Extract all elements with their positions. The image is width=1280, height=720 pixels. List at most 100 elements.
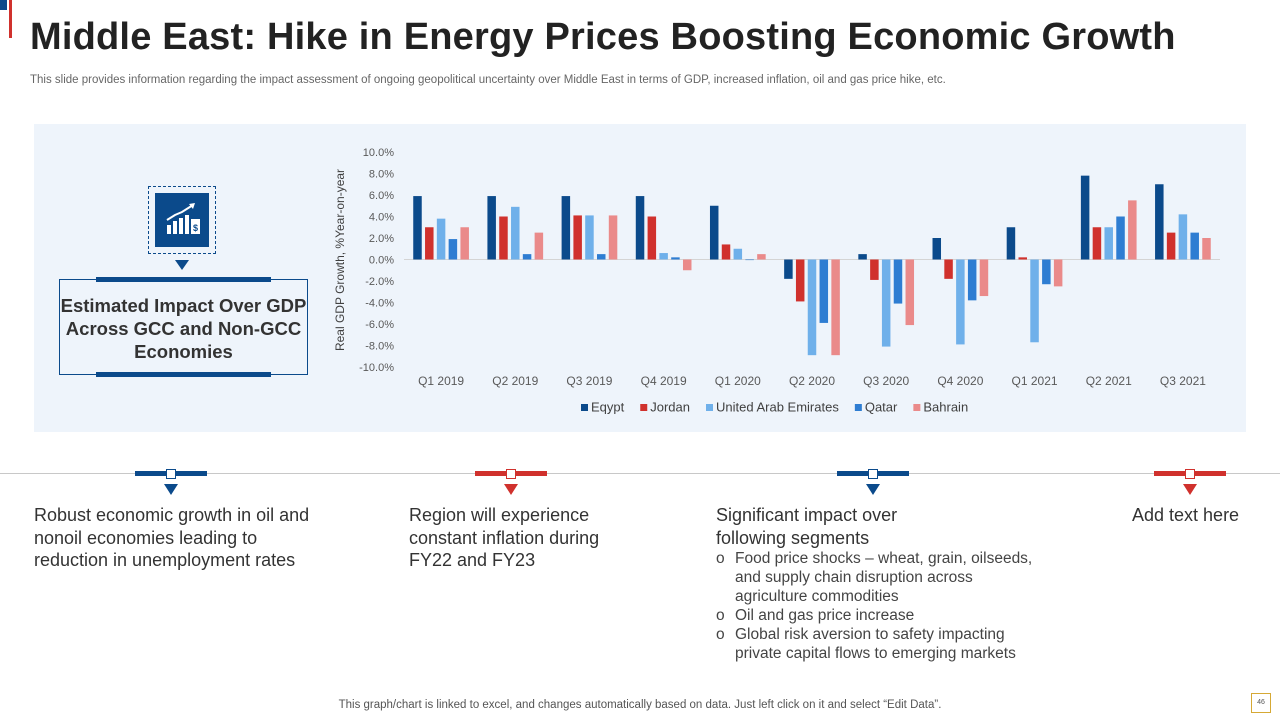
bar-eqypt: [635, 196, 645, 260]
y-tick-label: 4.0%: [369, 212, 394, 224]
bar-qatar: [893, 259, 903, 304]
y-tick-label: 2.0%: [369, 233, 394, 245]
legend-swatch: [854, 404, 862, 411]
legend-label: Jordan: [650, 400, 690, 415]
y-tick-label: -8.0%: [365, 341, 394, 353]
gdp-growth-chart: 10.0% 8.0% 6.0% 4.0% 2.0% 0.0% -2.0% -4.0% -6.0%…: [333, 147, 1220, 415]
x-tick-label: Q4 2020: [937, 374, 983, 388]
bar-eqypt: [709, 205, 719, 260]
bar-bahrain: [757, 254, 766, 260]
impact-label: Estimated Impact Over GDP Across GCC and…: [60, 295, 307, 362]
bar-united-arab-emirates: [956, 259, 965, 345]
x-tick-label: Q3 2020: [863, 374, 909, 388]
y-tick-label: 8.0%: [369, 169, 394, 181]
bar-united-arab-emirates: [1030, 259, 1039, 343]
footer-note: This graph/chart is linked to excel, and…: [338, 699, 942, 711]
bar-eqypt: [413, 196, 422, 260]
legend-swatch: [640, 404, 648, 411]
bar-qatar: [1116, 216, 1125, 260]
bar-qatar: [819, 259, 829, 323]
bar-bahrain: [831, 259, 840, 356]
bar-united-arab-emirates: [659, 253, 668, 260]
bar-jordan: [499, 216, 508, 260]
x-tick-label: Q1 2021: [1012, 374, 1058, 388]
column-1-text: Robust economic growth in oil and nonoil…: [34, 505, 310, 570]
legend-label: Eqypt: [591, 400, 625, 415]
bar-bahrain: [1202, 238, 1211, 260]
bullet-item: Global risk aversion to safety impacting…: [716, 625, 1036, 663]
bar-jordan: [1018, 257, 1027, 260]
bar-eqypt: [1155, 184, 1164, 260]
bar-bahrain: [682, 259, 692, 271]
bar-eqypt: [561, 196, 571, 260]
svg-text:$: $: [193, 223, 198, 233]
chevron-down-icon: [175, 260, 189, 270]
bar-qatar: [1190, 232, 1199, 260]
bar-eqypt: [932, 238, 942, 260]
y-tick-label: 6.0%: [369, 190, 394, 202]
bar-qatar: [671, 257, 680, 260]
bar-jordan: [944, 259, 953, 279]
bar-jordan: [573, 215, 582, 260]
legend-swatch: [581, 404, 588, 411]
bar-bahrain: [534, 232, 544, 260]
bar-jordan: [425, 227, 434, 260]
bar-jordan: [870, 259, 879, 280]
bar-bahrain: [905, 259, 915, 326]
legend-swatch: [913, 404, 921, 411]
y-tick-label: 0.0%: [369, 255, 394, 267]
bar-united-arab-emirates: [585, 215, 594, 260]
y-tick-label: -6.0%: [365, 319, 394, 331]
impact-box-top-bar: [96, 277, 271, 282]
y-tick-label: 10.0%: [363, 147, 394, 159]
column-3-heading: Significant impact over following segmen…: [716, 505, 898, 548]
bar-eqypt: [858, 254, 867, 260]
impact-box-bottom-bar: [96, 372, 271, 377]
bar-united-arab-emirates: [733, 248, 743, 260]
bar-jordan: [1092, 227, 1102, 260]
bar-eqypt: [487, 196, 496, 260]
bar-bahrain: [979, 259, 989, 297]
x-tick-label: Q4 2019: [641, 374, 687, 388]
growth-chart-dollar-icon: $: [155, 193, 209, 247]
timeline-marker-4: [1154, 469, 1226, 496]
legend-label: Qatar: [865, 400, 898, 415]
bar-bahrain: [1053, 259, 1063, 287]
bar-eqypt: [784, 259, 793, 279]
bar-bahrain: [460, 227, 469, 260]
bullet-item: Oil and gas price increase: [716, 606, 1036, 625]
bullet-item: Food price shocks – wheat, grain, oilsee…: [716, 549, 1036, 606]
timeline-marker-3: [837, 469, 909, 496]
page-number: 46: [1251, 693, 1271, 713]
bar-eqypt: [1080, 175, 1090, 260]
bar-eqypt: [1006, 227, 1016, 260]
bar-jordan: [721, 244, 731, 260]
bar-jordan: [1166, 232, 1176, 260]
y-axis-label: Real GDP Growth, %Year-on-year: [333, 169, 347, 351]
timeline-marker-1: [135, 469, 207, 496]
bar-jordan: [647, 216, 657, 260]
bar-united-arab-emirates: [1104, 227, 1113, 260]
x-tick-label: Q2 2019: [492, 374, 538, 388]
bar-jordan: [795, 259, 805, 302]
bar-united-arab-emirates: [1178, 214, 1188, 260]
bar-qatar: [448, 239, 458, 260]
legend-swatch: [706, 404, 713, 411]
page-title: Middle East: Hike in Energy Prices Boost…: [30, 16, 1176, 58]
x-tick-label: Q2 2021: [1086, 374, 1132, 388]
timeline-line: [0, 473, 1280, 474]
bar-qatar: [597, 254, 606, 260]
bar-qatar: [522, 254, 532, 260]
corner-accent-red: [9, 0, 12, 38]
corner-accent-blue: [0, 0, 7, 10]
bar-qatar: [1042, 259, 1051, 285]
bar-united-arab-emirates: [436, 218, 446, 260]
y-tick-label: -4.0%: [365, 298, 394, 310]
legend-label: Bahrain: [923, 400, 968, 415]
impact-label-box: Estimated Impact Over GDP Across GCC and…: [59, 277, 308, 377]
column-2-text: Region will experience constant inflatio…: [409, 505, 600, 570]
icon-frame: $: [148, 186, 216, 254]
column-4-text: Add text here: [1132, 505, 1240, 525]
x-tick-label: Q3 2019: [566, 374, 612, 388]
y-tick-label: -10.0%: [359, 362, 394, 374]
